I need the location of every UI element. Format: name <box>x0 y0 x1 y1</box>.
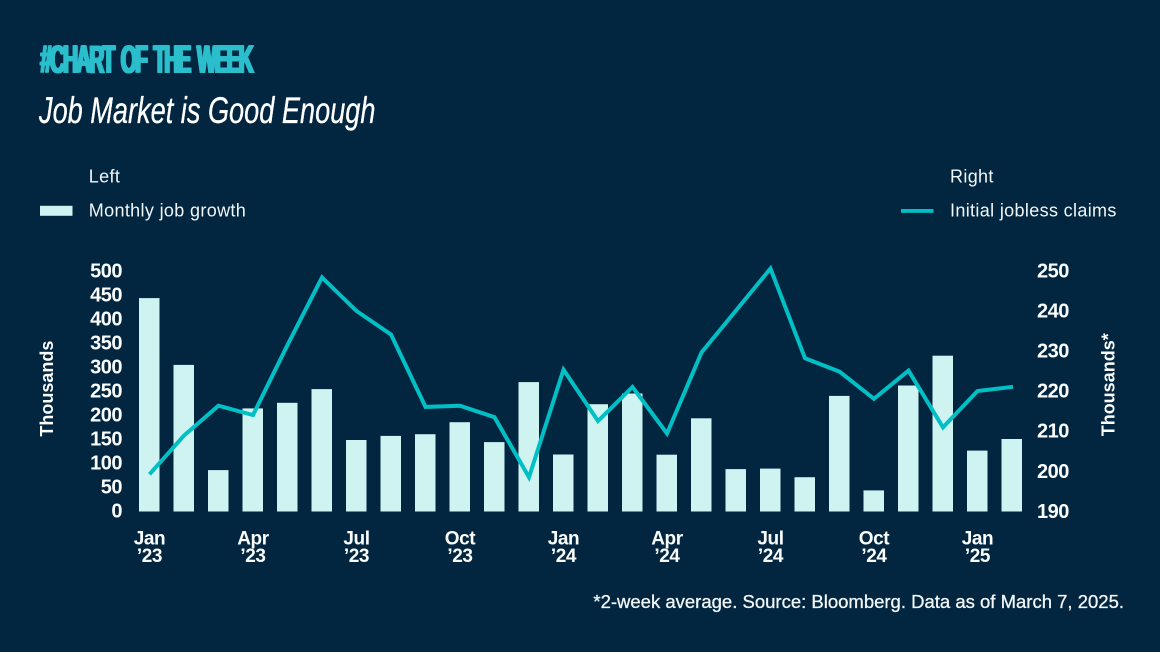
svg-text:240: 240 <box>1037 300 1069 322</box>
svg-text:Monthly job growth: Monthly job growth <box>89 200 246 220</box>
svg-text:Apr: Apr <box>237 528 270 549</box>
svg-text:’23: ’23 <box>240 546 265 567</box>
svg-text:0: 0 <box>111 500 122 522</box>
svg-text:50: 50 <box>101 476 123 498</box>
svg-text:200: 200 <box>90 404 122 426</box>
svg-text:300: 300 <box>90 356 122 378</box>
svg-text:230: 230 <box>1037 341 1069 363</box>
svg-text:#CHART OF THE WEEK: #CHART OF THE WEEK <box>40 37 254 81</box>
svg-text:Jan: Jan <box>548 528 580 549</box>
svg-text:Jul: Jul <box>757 528 783 549</box>
svg-text:Left: Left <box>89 167 120 187</box>
svg-text:’25: ’25 <box>965 546 991 567</box>
svg-text:Oct: Oct <box>859 528 891 549</box>
svg-text:Oct: Oct <box>445 528 477 549</box>
svg-text:Right: Right <box>950 167 994 187</box>
svg-text:250: 250 <box>90 380 122 402</box>
svg-text:Jul: Jul <box>343 528 369 549</box>
svg-text:Job Market is Good Enough: Job Market is Good Enough <box>38 90 375 131</box>
svg-text:200: 200 <box>1037 461 1069 483</box>
svg-text:’23: ’23 <box>447 546 472 567</box>
svg-text:400: 400 <box>90 308 122 330</box>
svg-text:210: 210 <box>1037 421 1069 443</box>
svg-text:Thousands*: Thousands* <box>1099 333 1119 436</box>
svg-text:#CHART OF THE WEEK: #CHART OF THE WEEK <box>39 37 253 81</box>
svg-text:350: 350 <box>90 332 122 354</box>
svg-text:’24: ’24 <box>758 546 784 567</box>
svg-text:150: 150 <box>90 428 122 450</box>
svg-text:#CHART OF THE WEEK: #CHART OF THE WEEK <box>41 37 255 81</box>
svg-text:’24: ’24 <box>861 546 887 567</box>
svg-text:Thousands: Thousands <box>37 341 57 437</box>
svg-text:’24: ’24 <box>654 546 680 567</box>
svg-text:250: 250 <box>1037 260 1069 282</box>
svg-text:450: 450 <box>90 284 122 306</box>
svg-text:Jan: Jan <box>134 528 166 549</box>
svg-text:100: 100 <box>90 452 122 474</box>
svg-text:’23: ’23 <box>137 546 162 567</box>
svg-text:’24: ’24 <box>551 546 577 567</box>
svg-text:500: 500 <box>90 260 122 282</box>
svg-text:#CHART OF THE WEEK: #CHART OF THE WEEK <box>40 37 254 81</box>
svg-text:#CHART OF THE WEEK: #CHART OF THE WEEK <box>41 37 255 81</box>
svg-text:220: 220 <box>1037 381 1069 403</box>
svg-text:’23: ’23 <box>344 546 369 567</box>
svg-text:190: 190 <box>1037 501 1069 523</box>
svg-text:*2-week average. Source: Bloom: *2-week average. Source: Bloomberg. Data… <box>593 591 1124 612</box>
svg-text:Jan: Jan <box>962 528 994 549</box>
svg-text:Apr: Apr <box>651 528 684 549</box>
svg-text:Initial jobless claims: Initial jobless claims <box>950 200 1117 220</box>
